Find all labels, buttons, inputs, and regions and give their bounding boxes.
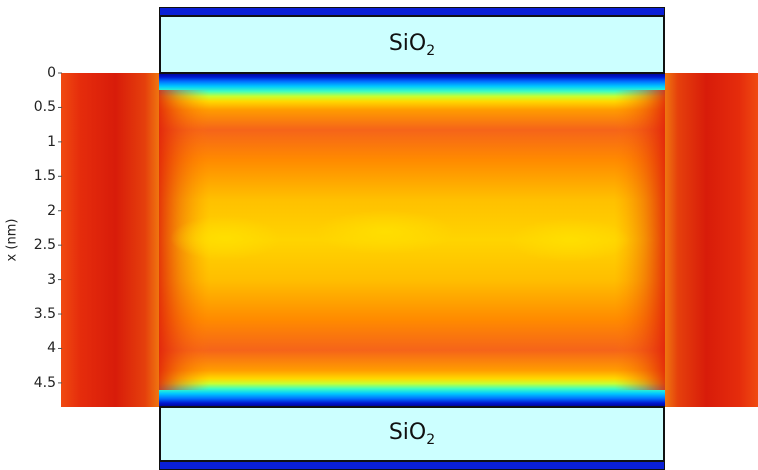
drain-region [664,73,758,407]
channel-maximum-center [315,210,455,254]
y-tick-label: 2 [47,202,56,219]
bottom-oxide-layer: SiO2 [159,406,665,462]
top-oxide-layer: SiO2 [159,15,665,74]
y-axis-label: x (nm) [4,218,20,262]
channel-maximum-right [510,218,630,262]
y-tick-label: 4 [47,340,56,357]
y-tick-label: 0.5 [33,99,56,116]
bottom-oxide-label: SiO2 [388,420,436,448]
source-region [61,73,160,407]
y-tick-label: 4.5 [33,374,56,391]
y-tick-label: 0 [47,65,56,81]
bottom-gate-contact [159,461,665,470]
y-axis-tick-marks [58,72,62,384]
channel-maximum-left [170,216,280,260]
y-tick-label: 2.5 [33,237,56,254]
top-oxide-label: SiO2 [388,30,436,59]
y-tick-label: 3.5 [33,306,56,323]
y-tick-label: 3 [47,271,56,288]
y-tick-label: 1.5 [33,168,56,185]
y-tick-label: 1 [47,133,56,150]
